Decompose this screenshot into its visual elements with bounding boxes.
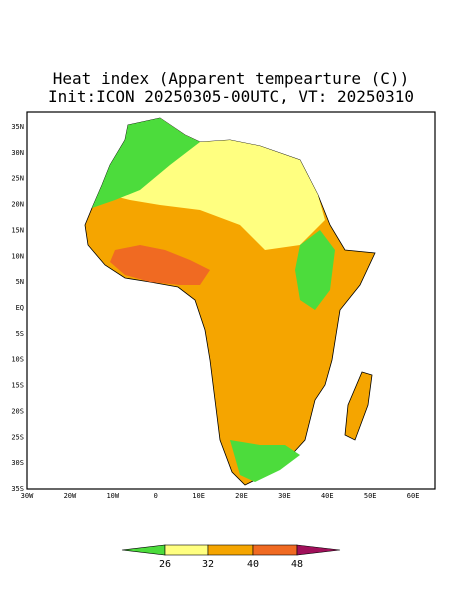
- colorbar-label: 26: [159, 559, 171, 570]
- lon-label: 20W: [64, 492, 77, 500]
- lat-label: 15S: [11, 382, 24, 390]
- title: Heat index (Apparent tempearture (C)): [53, 69, 409, 88]
- subtitle: Init:ICON 20250305-00UTC, VT: 20250310: [48, 87, 414, 106]
- longitude-labels: 30W 20W 10W 0 10E 20E 30E 40E 50E 60E: [21, 492, 420, 500]
- colorbar-segment: [296, 544, 341, 556]
- latitude-labels: 35N 30N 25N 20N 15N 10N 5N EQ 5S 10S 15S 20S 25S 30S 3…: [11, 123, 24, 493]
- lat-label: 10N: [11, 252, 24, 260]
- lat-label: 30S: [11, 459, 24, 467]
- lat-label: 35S: [11, 485, 24, 493]
- lon-label: 50E: [364, 492, 377, 500]
- lat-label: 20N: [11, 201, 24, 209]
- colorbar-segment: [164, 544, 209, 556]
- lon-label: 10E: [192, 492, 205, 500]
- south-green: [230, 440, 300, 482]
- lat-label: 5N: [16, 278, 24, 286]
- lon-label: 0: [154, 492, 158, 500]
- lon-label: 30E: [278, 492, 291, 500]
- lon-label: 30W: [21, 492, 34, 500]
- lat-label: 20S: [11, 407, 24, 415]
- east-green: [295, 230, 335, 310]
- colorbar: [121, 544, 341, 556]
- lat-label: 25S: [11, 433, 24, 441]
- lon-label: 10W: [106, 492, 119, 500]
- lat-label: 30N: [11, 149, 24, 157]
- colorbar-segment: [207, 544, 254, 556]
- colorbar-label: 48: [291, 559, 303, 570]
- map: [26, 111, 436, 490]
- colorbar-label: 32: [202, 559, 214, 570]
- colorbar-segment: [252, 544, 298, 556]
- lon-label: 20E: [235, 492, 248, 500]
- west-hot: [110, 245, 210, 285]
- lat-label: 10S: [11, 356, 24, 364]
- colorbar-segment: [121, 544, 166, 556]
- lon-label: 60E: [407, 492, 420, 500]
- north-green: [92, 118, 200, 208]
- lat-label: 35N: [11, 123, 24, 131]
- lat-label: 25N: [11, 175, 24, 183]
- lat-label: 5S: [16, 330, 24, 338]
- colorbar-labels: 26 32 40 48: [159, 559, 303, 570]
- lat-label: EQ: [16, 304, 24, 312]
- lon-label: 40E: [321, 492, 334, 500]
- colorbar-label: 40: [247, 559, 259, 570]
- madagascar: [344, 371, 373, 441]
- lat-label: 15N: [11, 226, 24, 234]
